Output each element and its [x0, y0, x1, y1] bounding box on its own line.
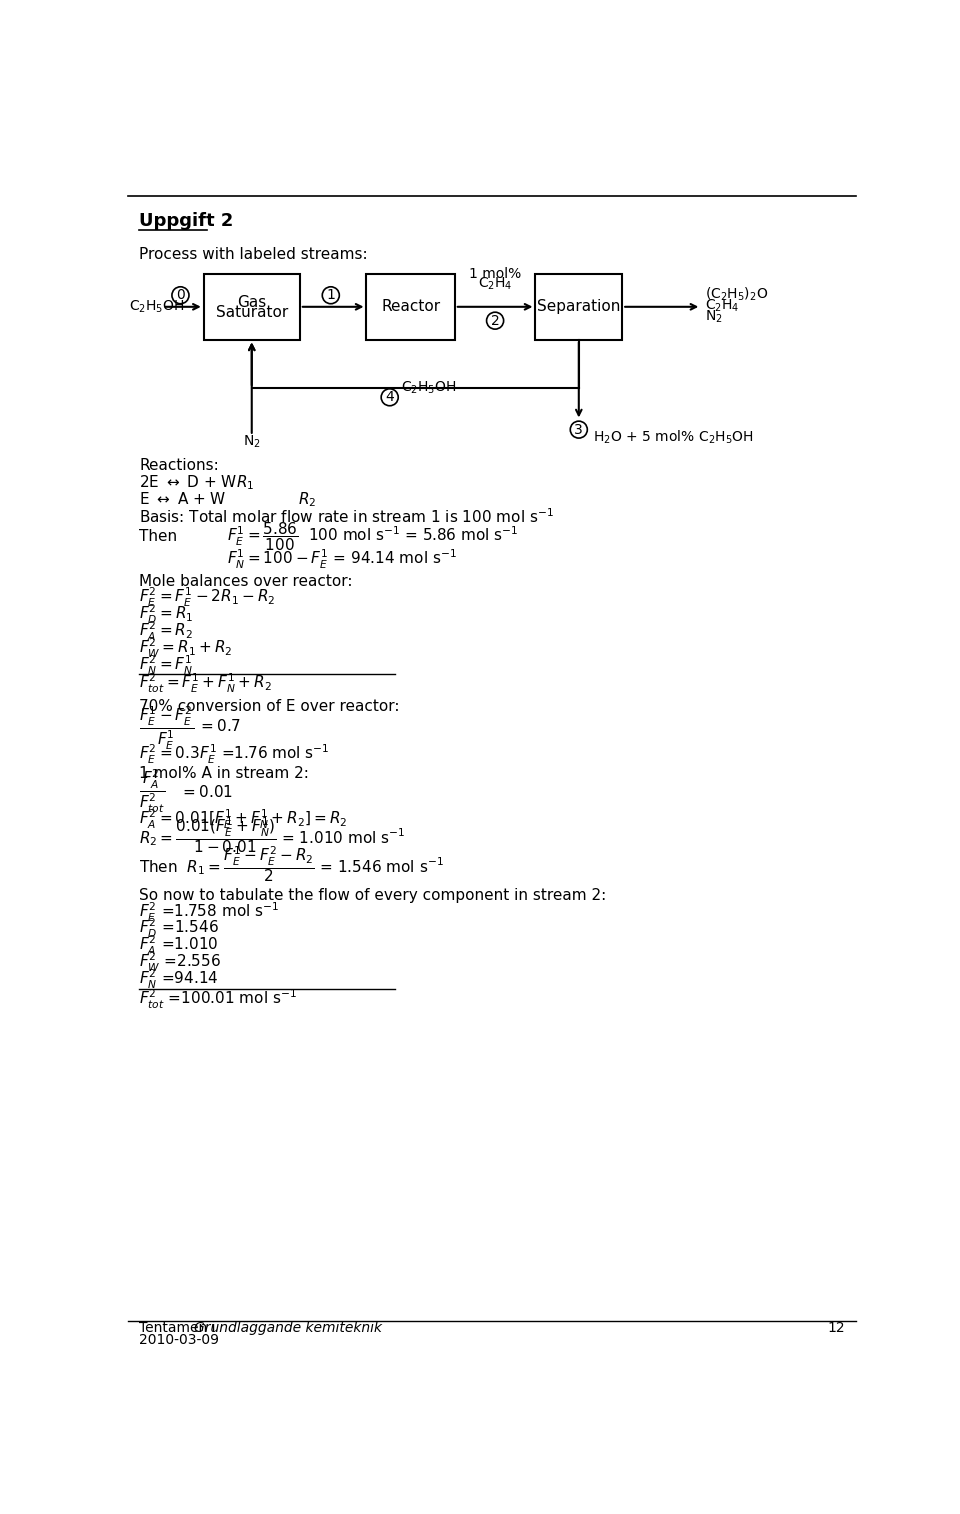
Text: Mole balances over reactor:: Mole balances over reactor:: [139, 574, 353, 589]
Text: $F_A^2 = R_2$: $F_A^2 = R_2$: [139, 621, 194, 643]
Text: N$_2$: N$_2$: [706, 309, 723, 324]
Text: C$_2$H$_5$OH: C$_2$H$_5$OH: [401, 380, 457, 397]
Bar: [536, 274, 622, 339]
Bar: [204, 274, 300, 339]
Text: So now to tabulate the flow of every component in stream 2:: So now to tabulate the flow of every com…: [139, 889, 607, 902]
Text: N$_2$: N$_2$: [243, 435, 260, 450]
Text: 3: 3: [574, 422, 583, 436]
Text: $F_{tot}^2 = F_E^1 + F_N^1 + R_2$: $F_{tot}^2 = F_E^1 + F_N^1 + R_2$: [139, 672, 273, 695]
Text: $F_W^2 = R_1 + R_2$: $F_W^2 = R_1 + R_2$: [139, 637, 232, 660]
Text: $F_E^2 = F_E^1 - 2R_1 - R_2$: $F_E^2 = F_E^1 - 2R_1 - R_2$: [139, 586, 276, 609]
Text: (C$_2$H$_5$)$_2$O: (C$_2$H$_5$)$_2$O: [706, 286, 768, 303]
Text: $F_N^2 = F_N^1$: $F_N^2 = F_N^1$: [139, 654, 194, 677]
Text: 0: 0: [176, 288, 185, 303]
Text: H$_2$O + 5 mol% C$_2$H$_5$OH: H$_2$O + 5 mol% C$_2$H$_5$OH: [592, 428, 754, 447]
Text: $R_2 = \dfrac{0.01(F_E^1+F_N^1)}{1-0.01}$ = 1.010 mol s$^{-1}$: $R_2 = \dfrac{0.01(F_E^1+F_N^1)}{1-0.01}…: [139, 815, 406, 855]
Text: $F_{tot}^2$ =100.01 mol s$^{-1}$: $F_{tot}^2$ =100.01 mol s$^{-1}$: [139, 987, 298, 1010]
Text: $F_W^2$ =2.556: $F_W^2$ =2.556: [139, 951, 222, 975]
Text: Basis: Total molar flow rate in stream 1 is 100 mol s$^{-1}$: Basis: Total molar flow rate in stream 1…: [139, 507, 554, 525]
Text: 2E $\leftrightarrow$ D + W$R_1$: 2E $\leftrightarrow$ D + W$R_1$: [139, 474, 254, 492]
Text: 2010-03-09: 2010-03-09: [139, 1334, 220, 1347]
Text: Reactor: Reactor: [381, 300, 441, 315]
Text: Reactions:: Reactions:: [139, 459, 219, 474]
Text: Separation: Separation: [537, 300, 620, 315]
Text: $F_A^2 = 0.01[F_E^1 + F_N^1 + R_2] = R_2$: $F_A^2 = 0.01[F_E^1 + F_N^1 + R_2] = R_2…: [139, 808, 348, 831]
Text: Process with labeled streams:: Process with labeled streams:: [139, 247, 368, 262]
Text: Saturator: Saturator: [216, 306, 288, 321]
Text: 70% conversion of E over reactor:: 70% conversion of E over reactor:: [139, 699, 400, 715]
Text: $F_D^2 = R_1$: $F_D^2 = R_1$: [139, 603, 194, 627]
Text: $F_E^1 = \dfrac{5.86}{100}$  100 mol s$^{-1}$ = 5.86 mol s$^{-1}$: $F_E^1 = \dfrac{5.86}{100}$ 100 mol s$^{…: [227, 521, 518, 553]
Text: C$_2$H$_4$: C$_2$H$_4$: [706, 297, 739, 313]
Text: $R_2$: $R_2$: [299, 491, 317, 509]
Text: $F_N^2$ =94.14: $F_N^2$ =94.14: [139, 967, 219, 992]
Text: $F_E^2$ =1.758 mol s$^{-1}$: $F_E^2$ =1.758 mol s$^{-1}$: [139, 901, 279, 924]
Text: $\dfrac{F_E^1-F_E^2}{F_E^1}$: $\dfrac{F_E^1-F_E^2}{F_E^1}$: [139, 706, 195, 752]
Text: E $\leftrightarrow$ A + W: E $\leftrightarrow$ A + W: [139, 492, 227, 507]
Text: Tentamen i: Tentamen i: [139, 1322, 220, 1335]
Text: $=0.7$: $=0.7$: [198, 719, 240, 734]
Text: 1 mol%: 1 mol%: [469, 266, 521, 282]
Text: $F_D^2$ =1.546: $F_D^2$ =1.546: [139, 917, 219, 940]
Bar: [367, 274, 455, 339]
Text: 1: 1: [326, 288, 335, 303]
Text: Then: Then: [139, 530, 178, 544]
Text: $\dfrac{F_A^2}{F_{tot}^2}$: $\dfrac{F_A^2}{F_{tot}^2}$: [139, 768, 165, 815]
Text: 4: 4: [385, 391, 394, 404]
Text: Uppgift 2: Uppgift 2: [139, 212, 233, 230]
Text: C$_2$H$_5$OH: C$_2$H$_5$OH: [130, 298, 185, 315]
Text: Gas: Gas: [237, 295, 266, 310]
Text: $F_N^1 = 100 - F_E^1$ = 94.14 mol s$^{-1}$: $F_N^1 = 100 - F_E^1$ = 94.14 mol s$^{-1…: [227, 548, 457, 571]
Text: C$_2$H$_4$: C$_2$H$_4$: [478, 276, 513, 292]
Text: 12: 12: [827, 1322, 845, 1335]
Text: 2: 2: [491, 313, 499, 327]
Text: Then  $R_1 = \dfrac{F_E^1-F_E^2-R_2}{2}$ = 1.546 mol s$^{-1}$: Then $R_1 = \dfrac{F_E^1-F_E^2-R_2}{2}$ …: [139, 845, 444, 884]
Text: 1 mol% A in stream 2:: 1 mol% A in stream 2:: [139, 766, 309, 781]
Text: $= 0.01$: $= 0.01$: [180, 784, 233, 799]
Text: $F_A^2$ =1.010: $F_A^2$ =1.010: [139, 934, 219, 957]
Text: Grundläggande kemiteknik: Grundläggande kemiteknik: [194, 1322, 382, 1335]
Text: $F_E^2 = 0.3F_E^1$ =1.76 mol s$^{-1}$: $F_E^2 = 0.3F_E^1$ =1.76 mol s$^{-1}$: [139, 743, 330, 766]
